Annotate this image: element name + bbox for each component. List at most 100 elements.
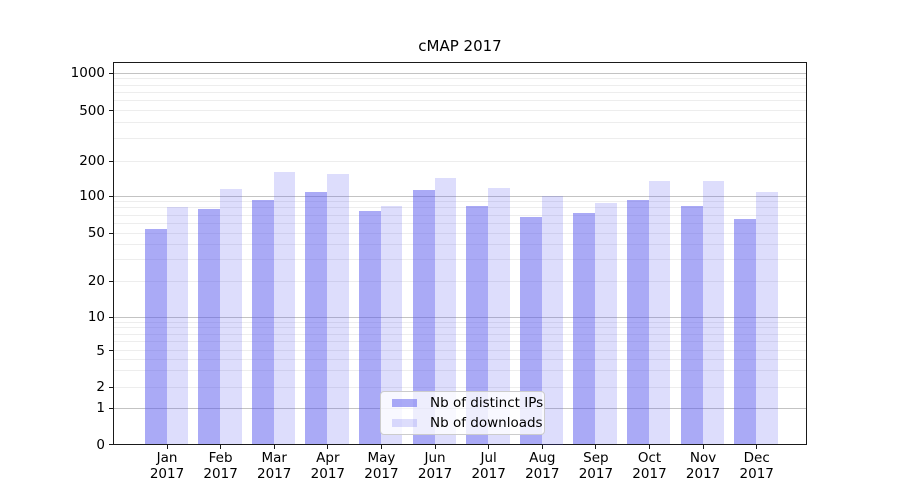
gridline-minor — [114, 358, 806, 360]
y-tick-mark-200 — [109, 160, 113, 162]
bar-distinct-ips-aug — [519, 217, 542, 445]
y-tick-mark-500 — [109, 110, 113, 111]
bar-downloads-mar — [273, 171, 296, 445]
bar-distinct-ips-jun — [412, 190, 435, 445]
gridline-minor — [114, 244, 806, 246]
gridline-major — [114, 316, 806, 318]
bar-downloads-aug — [541, 196, 564, 445]
bar-downloads-oct — [648, 180, 671, 445]
gridline-minor — [114, 110, 806, 111]
y-tick-label-20: 20 — [87, 273, 105, 289]
bar-distinct-ips-feb — [198, 209, 221, 445]
bar-distinct-ips-mar — [251, 199, 274, 445]
x-tick-mark-aug — [541, 445, 543, 449]
x-tick-label-apr: Apr 2017 — [293, 450, 363, 482]
y-tick-mark-100 — [109, 195, 113, 197]
bar-downloads-nov — [702, 180, 725, 445]
gridline-minor — [114, 232, 806, 234]
bar-distinct-ips-nov — [680, 205, 703, 445]
bar-distinct-ips-sep — [573, 212, 596, 445]
bar-distinct-ips-dec — [734, 218, 757, 445]
x-tick-mark-dec — [756, 445, 758, 449]
x-tick-label-oct: Oct 2017 — [614, 450, 684, 482]
bar-distinct-ips-apr — [305, 192, 328, 445]
gridline-minor — [114, 350, 806, 351]
x-tick-mark-sep — [595, 445, 597, 449]
bar-distinct-ips-jul — [466, 205, 489, 445]
gridline-minor — [114, 333, 806, 335]
gridline-minor — [114, 91, 806, 93]
bar-downloads-jun — [434, 178, 457, 445]
x-tick-label-year: 2017 — [364, 465, 399, 482]
y-tick-label-0: 0 — [96, 436, 105, 453]
gridline-minor — [114, 214, 806, 216]
bar-downloads-dec — [756, 191, 778, 445]
x-tick-label-year: 2017 — [149, 465, 185, 482]
x-tick-label-year: 2017 — [685, 465, 721, 482]
gridline-minor — [114, 327, 806, 329]
x-tick-mark-feb — [220, 445, 222, 449]
x-tick-label-dec: Dec 2017 — [722, 450, 792, 482]
gridline-minor — [114, 386, 806, 388]
x-tick-label-year: 2017 — [632, 465, 667, 482]
legend-entry-distinct-ips: Nb of distinct IPs — [387, 395, 543, 411]
x-tick-label-feb: Feb 2017 — [186, 450, 256, 482]
y-tick-mark-1 — [109, 407, 113, 409]
y-tick-label-1: 1 — [96, 400, 105, 417]
gridline-minor — [114, 122, 806, 124]
y-tick-label-1000: 1000 — [70, 65, 105, 82]
y-tick-label-200: 200 — [79, 153, 105, 169]
plot-area — [113, 61, 807, 445]
x-tick-label-jul: Jul 2017 — [454, 450, 524, 482]
bar-downloads-jan — [166, 207, 188, 445]
x-tick-mark-mar — [273, 445, 275, 449]
bar-distinct-ips-jan — [144, 228, 167, 445]
gridline-minor — [114, 280, 806, 282]
legend-label-downloads: Nb of downloads — [430, 415, 543, 431]
gridline-minor — [114, 160, 806, 162]
x-tick-mark-jul — [488, 445, 490, 449]
bar-downloads-sep — [595, 202, 617, 445]
x-tick-mark-nov — [702, 445, 704, 449]
gridline-minor — [114, 207, 806, 209]
gridline-minor — [114, 222, 806, 224]
x-tick-label-jan: Jan 2017 — [132, 450, 202, 482]
y-tick-label-500: 500 — [79, 102, 105, 119]
y-tick-mark-2 — [109, 386, 113, 388]
legend-swatch-distinct-ips — [392, 399, 417, 407]
bar-downloads-feb — [220, 188, 242, 445]
x-tick-label-nov: Nov 2017 — [668, 450, 738, 482]
x-tick-label-jun: Jun 2017 — [400, 450, 470, 482]
x-tick-mark-jan — [166, 445, 168, 449]
x-tick-label-year: 2017 — [739, 465, 774, 482]
x-tick-label-year: 2017 — [417, 465, 453, 482]
y-tick-label-2: 2 — [96, 379, 105, 395]
y-tick-mark-50 — [109, 232, 113, 234]
y-tick-mark-1000 — [109, 72, 113, 74]
x-tick-label-aug: Aug 2017 — [507, 450, 577, 482]
x-tick-label-year: 2017 — [525, 465, 560, 482]
x-tick-mark-jun — [434, 445, 436, 449]
x-tick-label-mar: Mar 2017 — [239, 450, 309, 482]
gridline-minor — [114, 341, 806, 343]
y-tick-label-100: 100 — [79, 188, 105, 204]
y-tick-label-50: 50 — [87, 225, 105, 241]
y-tick-label-10: 10 — [87, 309, 105, 325]
x-tick-label-year: 2017 — [471, 465, 506, 482]
x-tick-mark-oct — [648, 445, 650, 449]
x-tick-mark-may — [380, 445, 382, 449]
gridline-minor — [114, 321, 806, 323]
x-tick-label-sep: Sep 2017 — [561, 450, 631, 482]
x-tick-label-may: May 2017 — [346, 450, 416, 482]
y-tick-mark-5 — [109, 350, 113, 351]
bar-downloads-may — [380, 205, 403, 445]
x-tick-label-year: 2017 — [257, 465, 292, 482]
legend-label-distinct-ips: Nb of distinct IPs — [430, 395, 544, 411]
legend-entry-downloads: Nb of downloads — [387, 415, 543, 431]
y-tick-label-5: 5 — [96, 342, 105, 359]
gridline-major — [114, 72, 806, 74]
legend: Nb of distinct IPs Nb of downloads — [380, 391, 545, 435]
legend-swatch-downloads — [392, 419, 417, 427]
bar-distinct-ips-oct — [626, 200, 649, 445]
